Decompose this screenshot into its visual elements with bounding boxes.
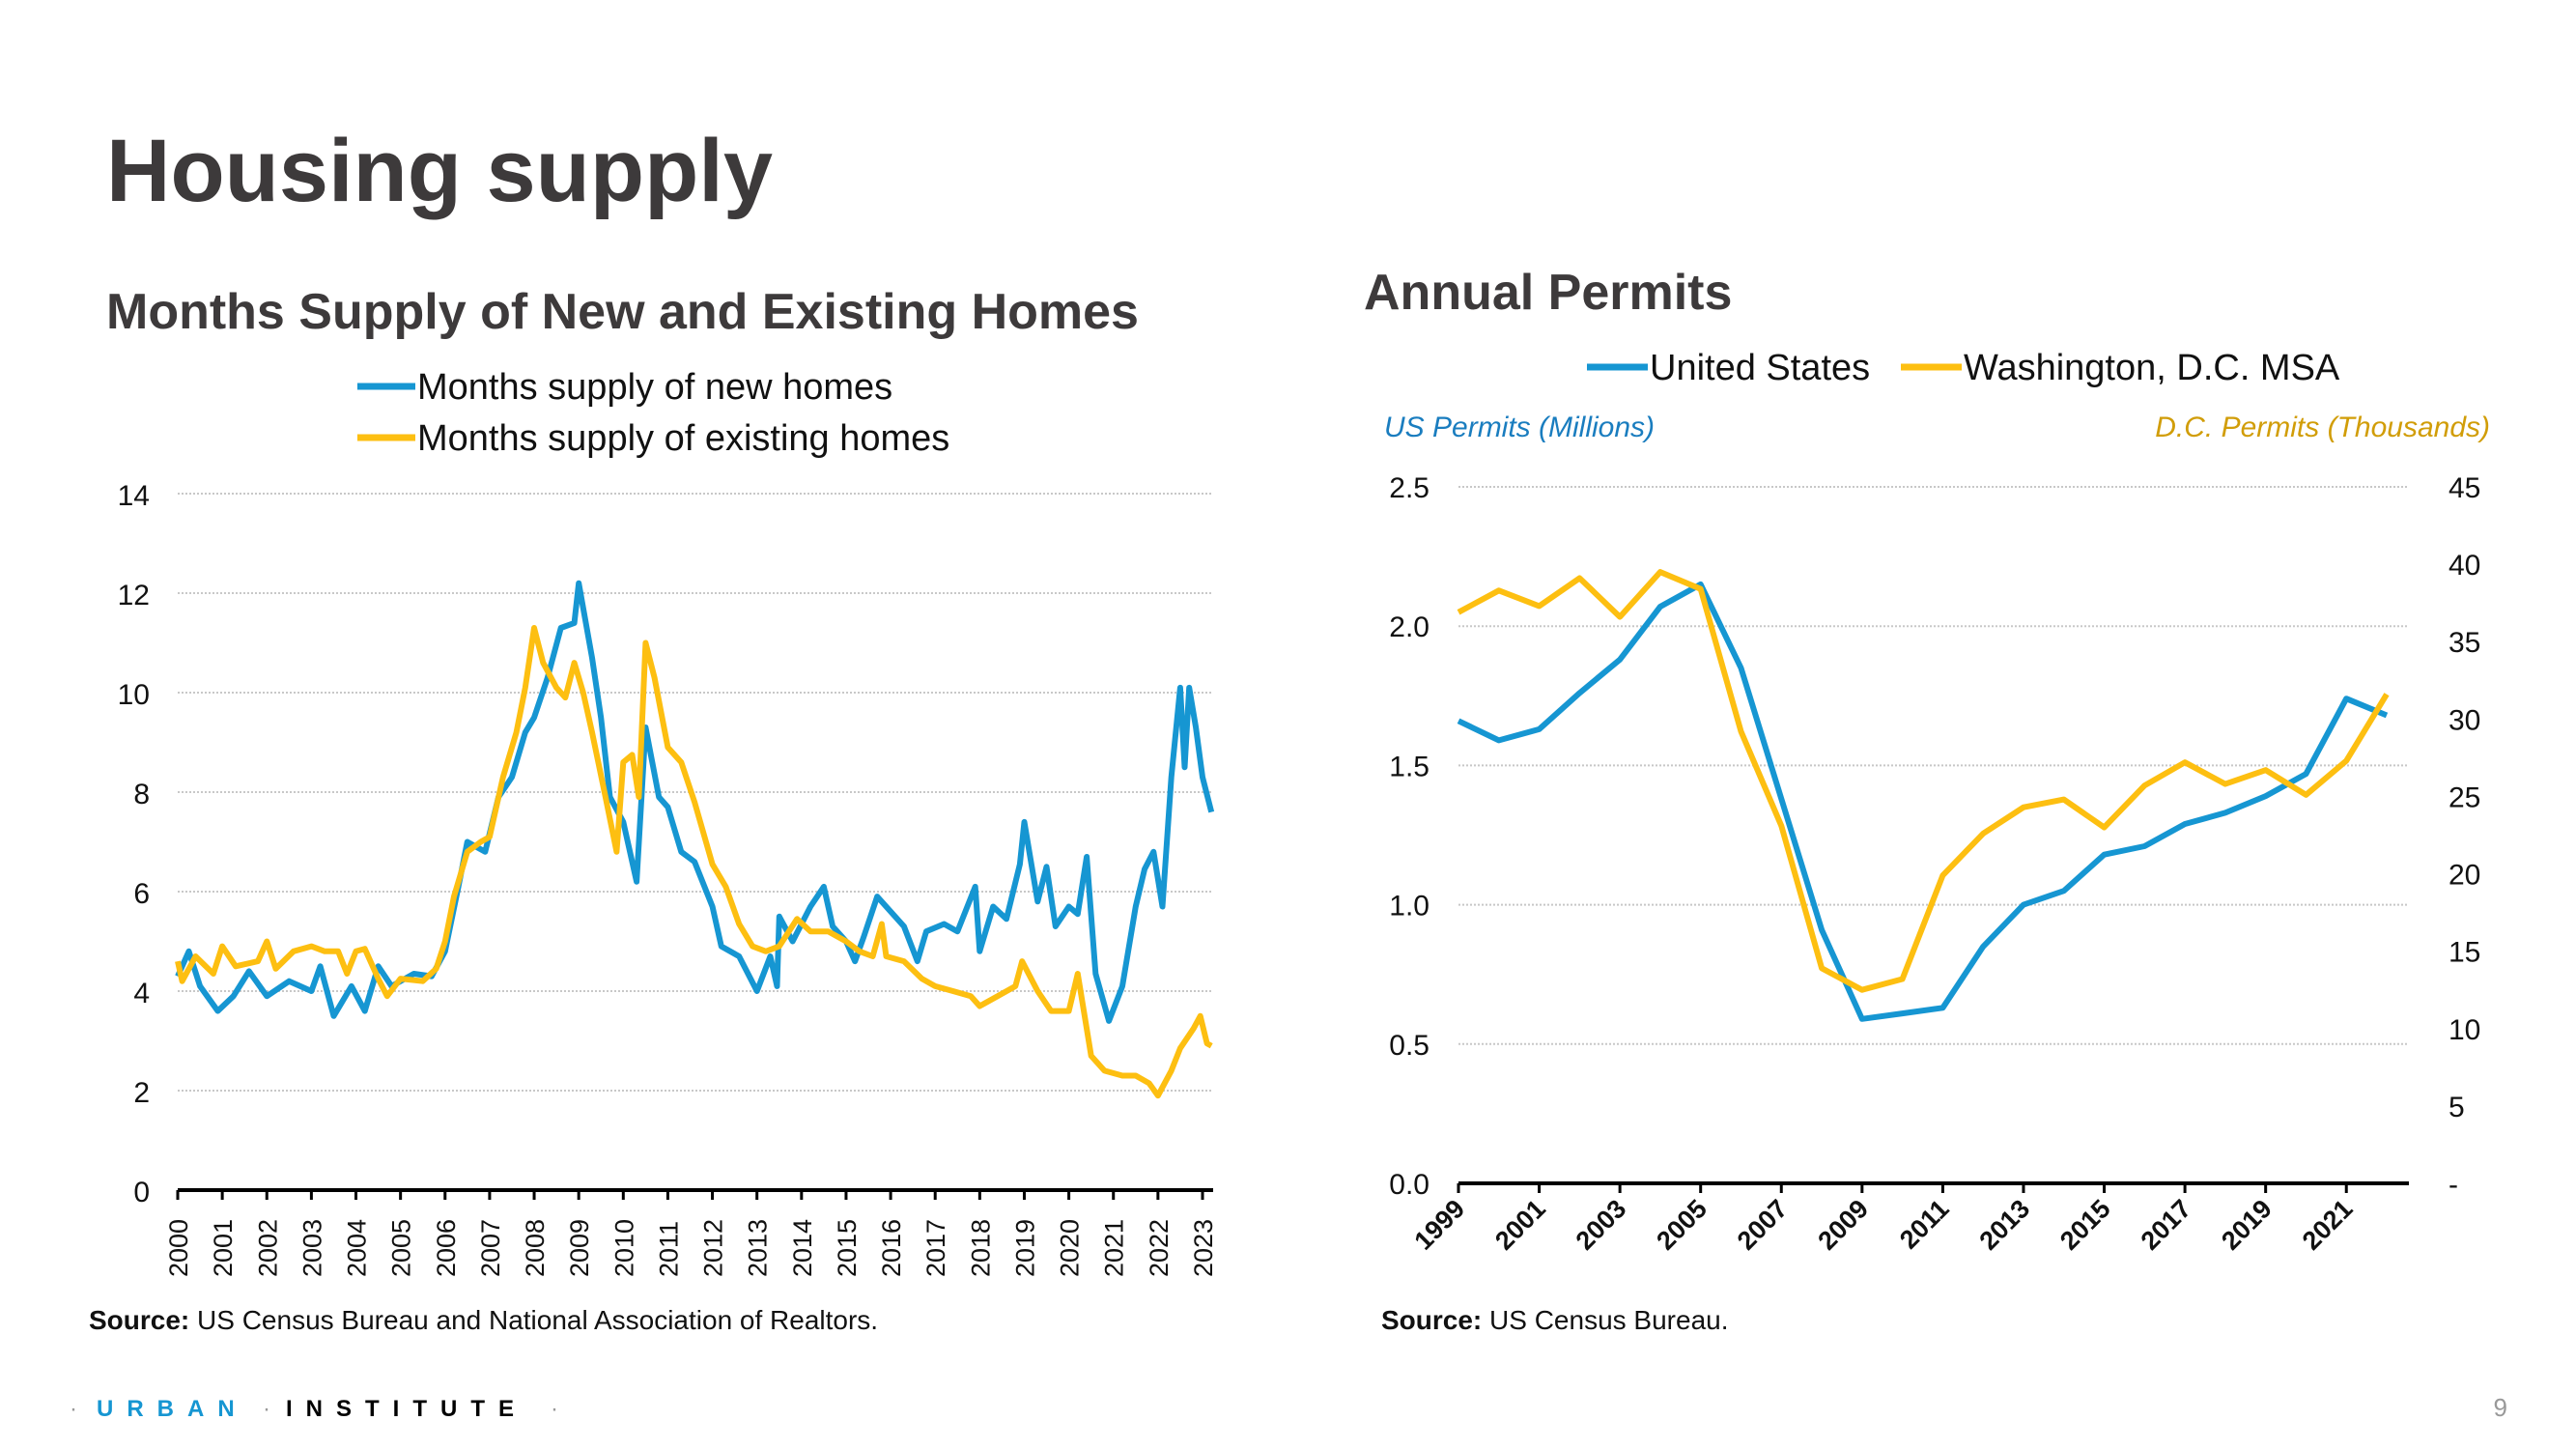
x-tick-label: 2005: [1651, 1194, 1713, 1256]
left-y-tick-label: 2.5: [1389, 472, 1430, 504]
logo-dot: ·: [551, 1396, 558, 1422]
legend-label-dc: Washington, D.C. MSA: [1964, 348, 2340, 388]
x-tick-label: 2012: [699, 1219, 728, 1277]
left-axis-label: US Permits (Millions): [1384, 412, 1655, 443]
left-y-tick-label: 2.0: [1389, 611, 1430, 643]
x-tick-label: 2015: [2054, 1194, 2116, 1256]
x-tick-label: 2007: [476, 1219, 505, 1277]
x-tick-label: 2017: [2136, 1194, 2197, 1256]
urban-institute-logo: · URBAN · INSTITUTE ·: [70, 1396, 558, 1422]
right-y-tick-label: 35: [2449, 627, 2480, 659]
x-tick-label: 2023: [1189, 1219, 1218, 1277]
page-number: 9: [2494, 1393, 2507, 1422]
x-tick-label: 2018: [966, 1219, 995, 1277]
left-y-tick-label: 0.0: [1389, 1169, 1430, 1201]
x-tick-label: 2014: [788, 1219, 817, 1277]
series-line-existing-homes: [175, 625, 1213, 1099]
x-tick-label: 2016: [877, 1219, 906, 1277]
annual-permits-chart: Annual Permits United States Washington,…: [1364, 265, 2490, 1335]
x-tick-label: 2021: [2297, 1194, 2359, 1256]
chart-title: Months Supply of New and Existing Homes: [106, 284, 1139, 340]
logo-institute: INSTITUTE: [286, 1396, 527, 1422]
x-tick-label: 2006: [432, 1219, 461, 1277]
right-y-tick-label: 10: [2449, 1014, 2480, 1046]
y-tick-label: 6: [133, 878, 150, 910]
legend: Months supply of new homes Months supply…: [357, 367, 949, 459]
right-y-tick-label: 20: [2449, 860, 2480, 892]
x-tick-label: 2019: [1010, 1219, 1039, 1277]
source-text: US Census Bureau and National Associatio…: [189, 1305, 878, 1335]
y-tick-label: 0: [133, 1177, 150, 1208]
x-tick-label: 2009: [565, 1219, 594, 1277]
right-y-tick-label: 40: [2449, 550, 2480, 582]
x-tick-label: 2011: [654, 1221, 683, 1277]
x-tick-label: 2013: [1974, 1194, 2036, 1256]
x-tick-label: 2020: [1056, 1219, 1085, 1277]
x-tick-label: 2002: [253, 1219, 282, 1277]
source-note: Source: US Census Bureau.: [1381, 1305, 1729, 1335]
source-label: Source:: [89, 1305, 189, 1335]
months-supply-chart: Months Supply of New and Existing Homes …: [89, 284, 1218, 1335]
x-tick-label: 2013: [744, 1219, 773, 1277]
x-tick-label: 2022: [1145, 1219, 1174, 1277]
x-tick-label: 2017: [921, 1219, 950, 1277]
x-tick-label: 2011: [1894, 1194, 1955, 1255]
x-tick-label: 2008: [521, 1219, 550, 1277]
source-label: Source:: [1381, 1305, 1482, 1335]
legend-label-us: United States: [1650, 348, 1870, 388]
series-line-washington-dc: [1457, 569, 2390, 993]
source-note: Source: US Census Bureau and National As…: [89, 1305, 878, 1335]
right-y-tick-label: 45: [2449, 472, 2480, 504]
right-y-tick-label: 25: [2449, 781, 2480, 813]
legend-label-existing-homes: Months supply of existing homes: [417, 418, 949, 459]
x-tick-label: 2005: [387, 1219, 416, 1277]
y-tick-label: 2: [133, 1077, 150, 1109]
source-text: US Census Bureau.: [1482, 1305, 1728, 1335]
x-tick-label: 2001: [209, 1219, 238, 1277]
left-y-tick-label: 1.0: [1389, 891, 1430, 923]
y-tick-label: 10: [118, 679, 150, 711]
x-tick-label: 2021: [1100, 1219, 1129, 1277]
x-tick-label: 2003: [1571, 1194, 1632, 1256]
right-y-tick-label: 30: [2449, 704, 2480, 736]
page-title: Housing supply: [106, 122, 773, 220]
chart-title: Annual Permits: [1364, 265, 1732, 321]
right-y-tick-label: 5: [2449, 1092, 2465, 1123]
x-tick-label: 2001: [1489, 1194, 1551, 1256]
x-tick-label: 2004: [343, 1219, 372, 1277]
left-y-tick-label: 1.5: [1389, 751, 1430, 782]
y-tick-label: 4: [133, 978, 150, 1009]
x-tick-label: 2010: [609, 1219, 638, 1277]
x-tick-label: 2009: [1812, 1194, 1874, 1256]
x-tick-label: 2007: [1732, 1194, 1794, 1256]
legend: United States Washington, D.C. MSA: [1587, 348, 2340, 388]
x-tick-label: 2003: [297, 1219, 326, 1277]
x-tick-label: 2015: [833, 1219, 862, 1277]
x-tick-label: 2019: [2216, 1194, 2278, 1256]
right-y-tick-label: -: [2449, 1169, 2458, 1201]
right-axis-label: D.C. Permits (Thousands): [2155, 412, 2490, 443]
y-tick-label: 14: [118, 480, 150, 512]
logo-urban: URBAN: [97, 1396, 248, 1422]
y-tick-label: 8: [133, 779, 150, 810]
x-tick-label: 2000: [164, 1219, 193, 1277]
logo-dot: ·: [70, 1396, 77, 1422]
series-line-united-states: [1457, 581, 2389, 1022]
left-y-tick-label: 0.5: [1389, 1030, 1430, 1062]
right-y-tick-label: 15: [2449, 937, 2480, 969]
legend-label-new-homes: Months supply of new homes: [417, 367, 892, 408]
x-tick-label: 1999: [1409, 1194, 1471, 1256]
y-tick-label: 12: [118, 580, 150, 611]
logo-dot: ·: [263, 1396, 270, 1422]
